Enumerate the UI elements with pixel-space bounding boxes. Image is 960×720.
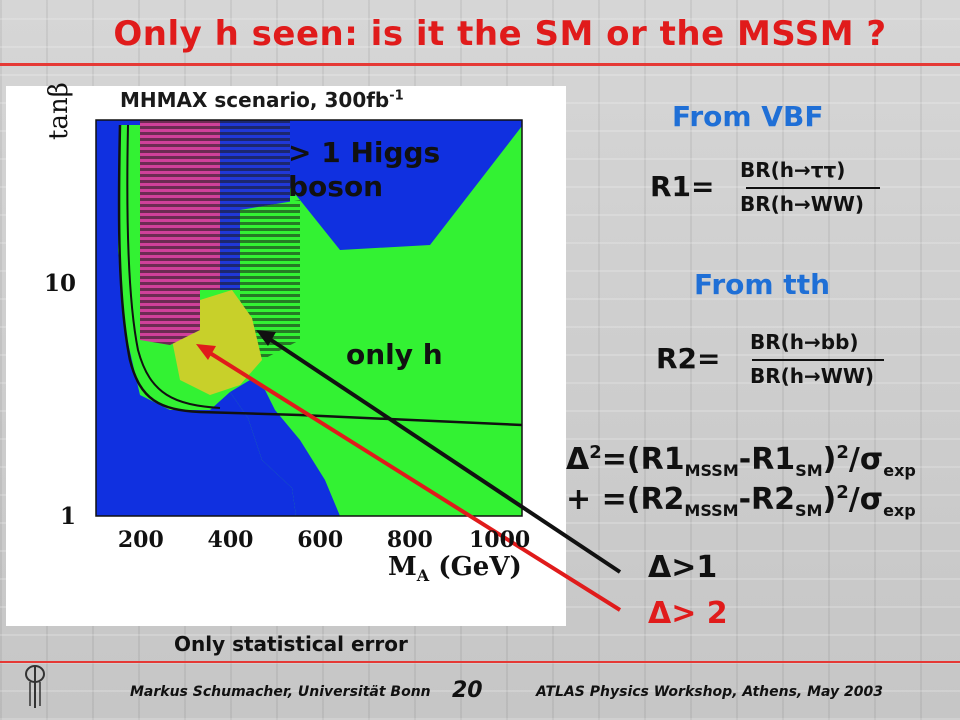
eq1-close: ) (822, 442, 837, 477)
eq1-mssm: MSSM (684, 461, 739, 480)
r2-denominator: BR(h→WW) (750, 364, 875, 388)
footnote: Only statistical error (174, 632, 408, 656)
r1-denominator: BR(h→WW) (740, 192, 865, 216)
arrow-red-line (200, 346, 622, 612)
eq1-delta: Δ (566, 442, 590, 477)
contour-line-2 (126, 124, 221, 409)
r2-label: R2= (656, 342, 721, 375)
x-tick-200: 200 (118, 527, 164, 553)
plot-frame (95, 119, 523, 517)
y-tick-1: 1 (60, 503, 76, 530)
plot-title-exponent: -1 (389, 88, 404, 104)
x-axis-label: MA (GeV) (388, 552, 522, 585)
arrow-red-head (196, 344, 216, 360)
region-multi-line-2: boson (288, 170, 384, 203)
title-rule (0, 63, 960, 66)
eq2-sm: SM (795, 501, 823, 520)
legend-delta-1: Δ>1 (648, 550, 718, 585)
contour-line-1 (117, 124, 522, 427)
legend-delta-2: Δ> 2 (648, 596, 728, 631)
x-tick-600: 600 (297, 527, 343, 553)
arrow-black-line (260, 332, 622, 574)
footer-event: ATLAS Physics Workshop, Athens, May 2003 (536, 684, 884, 700)
region-single-label: only h (346, 338, 443, 371)
plot-title-main: MHMAX scenario, 300fb (120, 88, 390, 112)
eq2-plus: + (566, 482, 592, 517)
delta-equation-2: + =(R2MSSM-R2SM)2/σexp (566, 482, 916, 520)
plot-title: MHMAX scenario, 300fb-1 (120, 88, 404, 112)
delta-equation-1: Δ2=(R1MSSM-R1SM)2/σexp (566, 442, 916, 480)
r2-numerator: BR(h→bb) (750, 330, 859, 354)
region-multi-line-1: > 1 Higgs (288, 136, 441, 169)
eq2-r2: =(R2 (601, 482, 685, 517)
eq1-sigma: /σ (848, 442, 884, 477)
footer-author: Markus Schumacher, Universität Bonn (130, 684, 431, 700)
x-axis-subscript: A (416, 566, 430, 586)
y-tick-10: 10 (44, 270, 76, 297)
eq1-sq2: 2 (836, 442, 849, 463)
vbf-heading: From VBF (672, 100, 824, 133)
x-axis-unit: (GeV) (438, 552, 522, 582)
y-tick-labels: 1 10 (44, 270, 76, 530)
region-blue-left (96, 120, 296, 516)
x-tick-1000: 1000 (469, 527, 530, 553)
r1-label: R1= (650, 170, 715, 203)
eq2-sigma: /σ (848, 482, 884, 517)
tth-heading: From tth (694, 268, 831, 301)
x-tick-800: 800 (387, 527, 433, 553)
region-multi-label: > 1 Higgs boson (288, 136, 440, 204)
eq1-sm: SM (795, 461, 823, 480)
eq1-minus: -R1 (738, 442, 796, 477)
x-tick-400: 400 (208, 527, 254, 553)
eq2-minus: -R2 (738, 482, 796, 517)
eq2-exp: exp (883, 501, 916, 520)
eq1-exp: exp (883, 461, 916, 480)
eq2-mssm: MSSM (684, 501, 739, 520)
eq1-sq: 2 (589, 442, 602, 463)
eq1-r1: =(R1 (601, 442, 685, 477)
y-axis-label: tanβ (44, 82, 74, 140)
arrow-black-head (256, 330, 276, 346)
x-tick-labels: 200 400 600 800 1000 (118, 527, 530, 553)
eq2-sq: 2 (836, 482, 849, 503)
region-blue-top (96, 120, 522, 250)
slide-title: Only h seen: is it the SM or the MSSM ? (113, 14, 887, 54)
atlas-logo-icon (25, 665, 45, 708)
page-number: 20 (452, 678, 483, 703)
x-axis-symbol: M (388, 552, 417, 582)
eq2-close: ) (822, 482, 837, 517)
r1-numerator: BR(h→ττ) (740, 158, 846, 182)
